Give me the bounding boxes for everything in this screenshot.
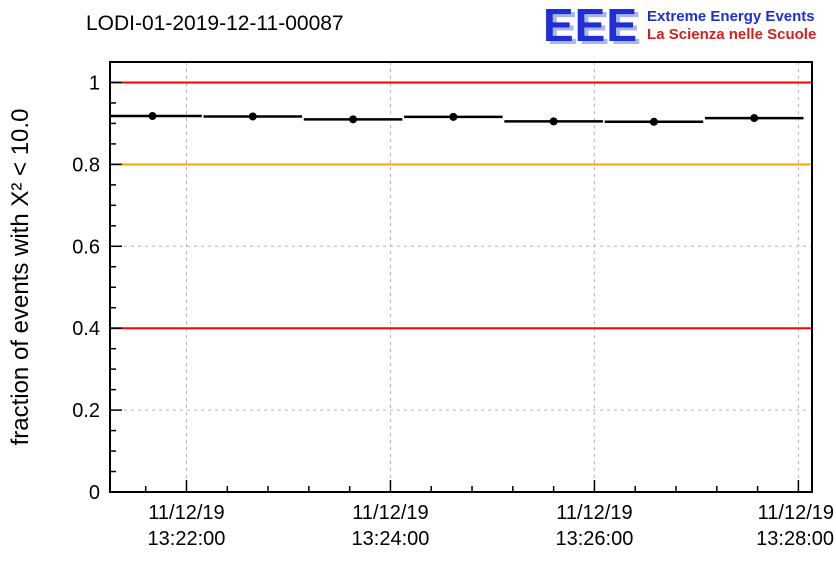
eee-logo-subtitle-1: Extreme Energy Events	[647, 8, 815, 25]
data-point-marker	[750, 114, 759, 123]
eee-logo: EEE Extreme Energy Events La Scienza nel…	[543, 0, 816, 51]
x-tick-labels: 11/12/19 13:22:00 11/12/19 13:24:00 11/12/19…	[148, 502, 834, 550]
data-point-marker	[649, 117, 658, 126]
data-point-marker	[148, 112, 157, 121]
y-tick-label: 0.2	[72, 400, 100, 422]
x-tick-label-date: 11/12/19	[148, 502, 224, 524]
eee-logo-subtitle-2: La Scienza nelle Scuole	[647, 26, 817, 43]
x-tick-label-time: 13:24:00	[352, 528, 430, 550]
gridlines	[110, 62, 812, 492]
eee-logo-acronym: EEE	[543, 0, 639, 51]
x-tick-label-time: 13:22:00	[148, 528, 226, 550]
data-point-marker	[549, 117, 558, 126]
y-tick-label: 0.4	[72, 318, 100, 340]
data-point-marker	[349, 115, 358, 124]
y-tick-label: 1	[89, 72, 100, 94]
chart-title: LODI-01-2019-12-11-00087	[86, 12, 344, 35]
data-point-marker	[248, 112, 257, 121]
x-tick-label-time: 13:28:00	[756, 528, 834, 550]
y-axis-title: fraction of events with X² < 10.0	[7, 109, 34, 446]
y-tick-label: 0	[89, 482, 100, 504]
y-tick-label: 0.6	[72, 236, 100, 258]
plot-frame	[109, 61, 813, 493]
y-tick-label: 0.8	[72, 154, 100, 176]
reference-lines	[110, 81, 812, 330]
y-tick-labels: 0 0.2 0.4 0.6 0.8 1	[72, 72, 100, 504]
x-tick-label-date: 11/12/19	[352, 502, 428, 524]
x-tick-label-date: 11/12/19	[758, 502, 834, 524]
x-tick-label-time: 13:26:00	[556, 528, 634, 550]
eee-logo-subtitles: Extreme Energy Events La Scienza nelle S…	[647, 5, 816, 44]
x-tick-label-date: 11/12/19	[556, 502, 632, 524]
axis-ticks	[110, 61, 800, 493]
data-point-marker	[449, 112, 458, 121]
data-series	[110, 112, 804, 126]
